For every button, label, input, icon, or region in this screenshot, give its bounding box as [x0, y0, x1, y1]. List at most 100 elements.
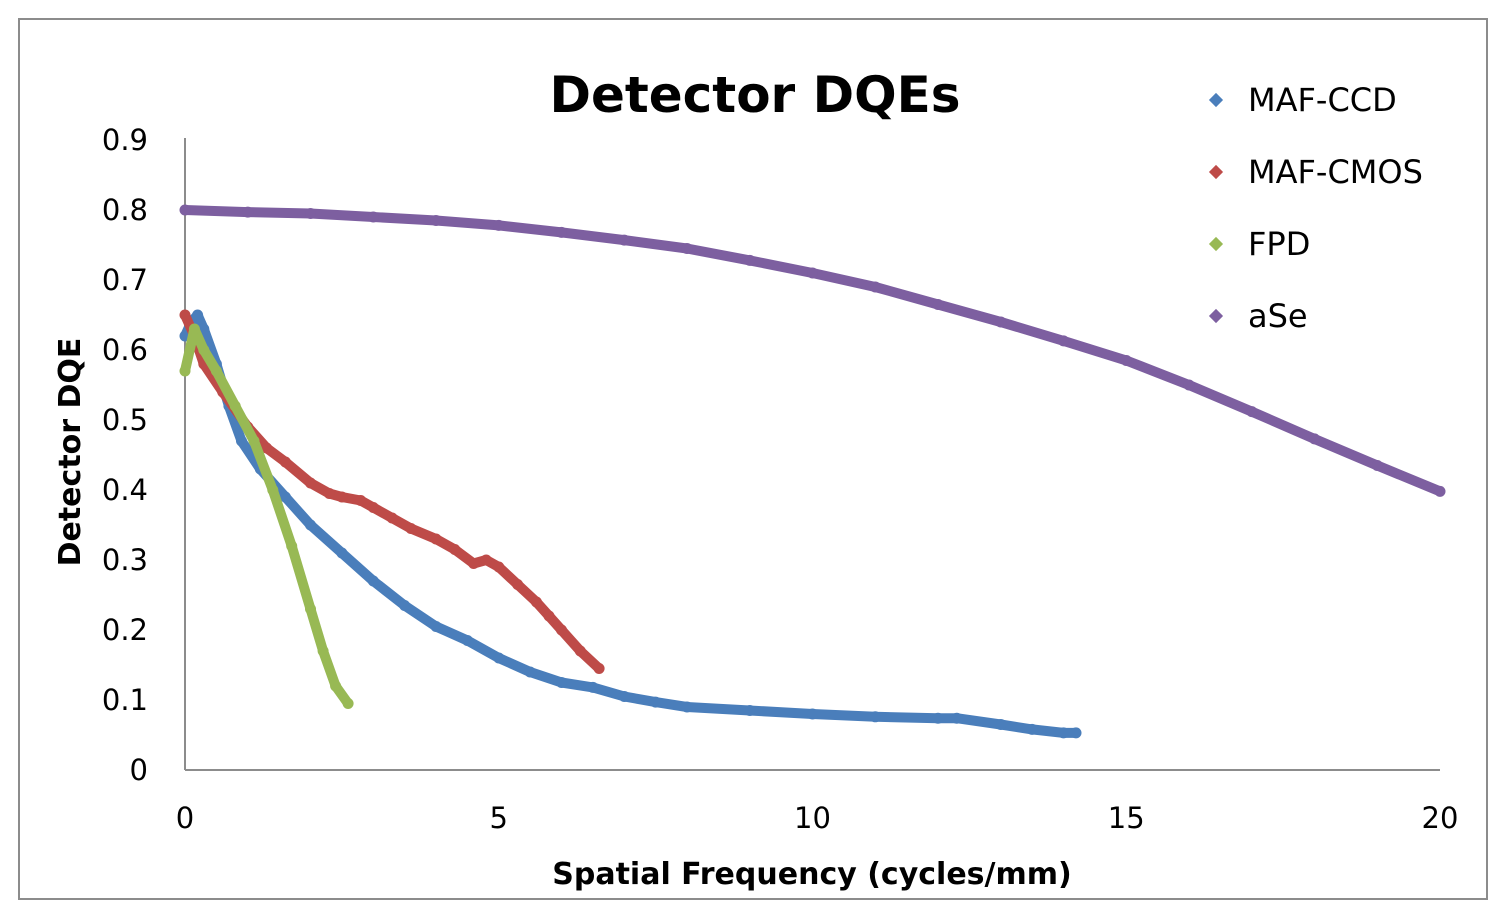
- data-point: [386, 512, 398, 524]
- data-point: [587, 681, 599, 693]
- data-point: [618, 234, 630, 246]
- data-point: [468, 558, 480, 569]
- x-axis-title: Spatial Frequency (cycles/mm): [552, 857, 1071, 892]
- data-point: [1246, 406, 1258, 418]
- data-point: [330, 680, 342, 692]
- y-tick-label: 0.8: [102, 193, 148, 227]
- y-tick-label: 0.5: [102, 403, 148, 437]
- legend-marker: [1208, 308, 1224, 324]
- series-layer: [179, 204, 1446, 739]
- data-point: [367, 575, 379, 587]
- data-point: [305, 208, 316, 219]
- y-tick-label: 0.4: [102, 473, 148, 507]
- data-point: [593, 663, 605, 674]
- axes: [184, 138, 1440, 771]
- legend-entry: FPD: [1208, 225, 1310, 263]
- x-tick-label: 15: [1108, 801, 1145, 835]
- data-point: [995, 719, 1007, 730]
- data-point: [1070, 727, 1082, 739]
- legend-marker: [1208, 236, 1224, 252]
- legend-marker: [1208, 92, 1224, 108]
- data-point: [869, 281, 881, 293]
- legend-label: MAF-CCD: [1248, 81, 1397, 119]
- data-point: [524, 666, 536, 678]
- data-point: [461, 635, 473, 646]
- data-point: [807, 708, 818, 720]
- data-point: [1183, 379, 1195, 391]
- data-point: [556, 624, 567, 636]
- data-point: [530, 596, 542, 608]
- data-point: [336, 547, 348, 559]
- legend-label: aSe: [1248, 297, 1308, 335]
- data-point: [744, 254, 756, 266]
- y-tick-labels: 0 0.1 0.2 0.3 0.4 0.5 0.6 0.7 0.8 0.9: [102, 123, 148, 787]
- series-maf-ccd: [179, 309, 1082, 739]
- x-tick-label: 5: [490, 801, 508, 835]
- data-point: [305, 603, 316, 615]
- data-point: [1120, 355, 1132, 366]
- data-point: [681, 243, 693, 254]
- series-line: [180, 310, 1081, 738]
- data-point: [807, 267, 818, 279]
- data-point: [279, 491, 291, 503]
- data-point: [650, 696, 662, 708]
- data-point: [493, 561, 505, 573]
- y-tick-label: 0.2: [102, 613, 148, 647]
- data-point: [1309, 433, 1320, 445]
- data-point: [493, 652, 505, 664]
- data-point: [995, 316, 1007, 328]
- data-point: [1434, 485, 1446, 497]
- data-point: [1058, 727, 1069, 739]
- data-point: [681, 701, 693, 713]
- data-point: [210, 365, 222, 377]
- data-point: [261, 442, 273, 454]
- legend-label: FPD: [1248, 225, 1310, 263]
- data-point: [932, 712, 944, 724]
- y-axis-title: Detector DQE: [53, 338, 88, 567]
- data-point: [399, 600, 411, 611]
- data-point: [192, 309, 204, 321]
- data-point: [248, 435, 260, 447]
- data-point: [188, 323, 200, 335]
- data-point: [267, 484, 279, 496]
- data-point: [279, 456, 291, 468]
- y-tick-label: 0.1: [102, 683, 148, 717]
- data-point: [618, 691, 630, 702]
- y-tick-label: 0.3: [102, 543, 148, 577]
- data-point: [323, 488, 335, 499]
- data-point: [430, 621, 442, 632]
- data-point: [179, 204, 191, 216]
- data-point: [932, 299, 944, 310]
- y-tick-label: 0.7: [102, 263, 148, 297]
- series-ase: [179, 204, 1446, 497]
- data-point: [336, 491, 348, 503]
- data-point: [305, 519, 316, 531]
- data-point: [430, 533, 442, 545]
- x-tick-labels: 0 5 10 15 20: [176, 801, 1459, 835]
- data-point: [512, 579, 524, 590]
- chart-title: Detector DQEs: [549, 66, 960, 124]
- data-point: [449, 544, 461, 555]
- data-point: [317, 645, 329, 657]
- data-point: [198, 344, 210, 356]
- data-point: [869, 711, 881, 723]
- data-point: [405, 523, 417, 534]
- x-tick-label: 10: [794, 801, 831, 835]
- chart-frame: Detector DQEs 0 0.1 0.2 0.3 0.4 0.5 0.6 0.7 0.8 0…: [18, 18, 1488, 900]
- y-tick-label: 0.6: [102, 333, 148, 367]
- data-point: [229, 400, 241, 412]
- legend-entry: MAF-CMOS: [1208, 153, 1423, 191]
- data-point: [574, 645, 586, 657]
- data-point: [355, 495, 367, 506]
- data-point: [493, 219, 505, 231]
- data-point: [179, 309, 191, 321]
- data-point: [367, 502, 379, 513]
- legend-marker: [1208, 164, 1224, 180]
- data-point: [179, 365, 191, 377]
- data-point: [1026, 723, 1038, 735]
- chart-canvas: Detector DQEs 00.10.20.30.40.50.60.70.80…: [53, 66, 1459, 892]
- legend-entry: MAF-CCD: [1208, 81, 1397, 119]
- x-tick-label: 20: [1422, 801, 1459, 835]
- series-line: [180, 310, 605, 674]
- data-point: [236, 435, 247, 447]
